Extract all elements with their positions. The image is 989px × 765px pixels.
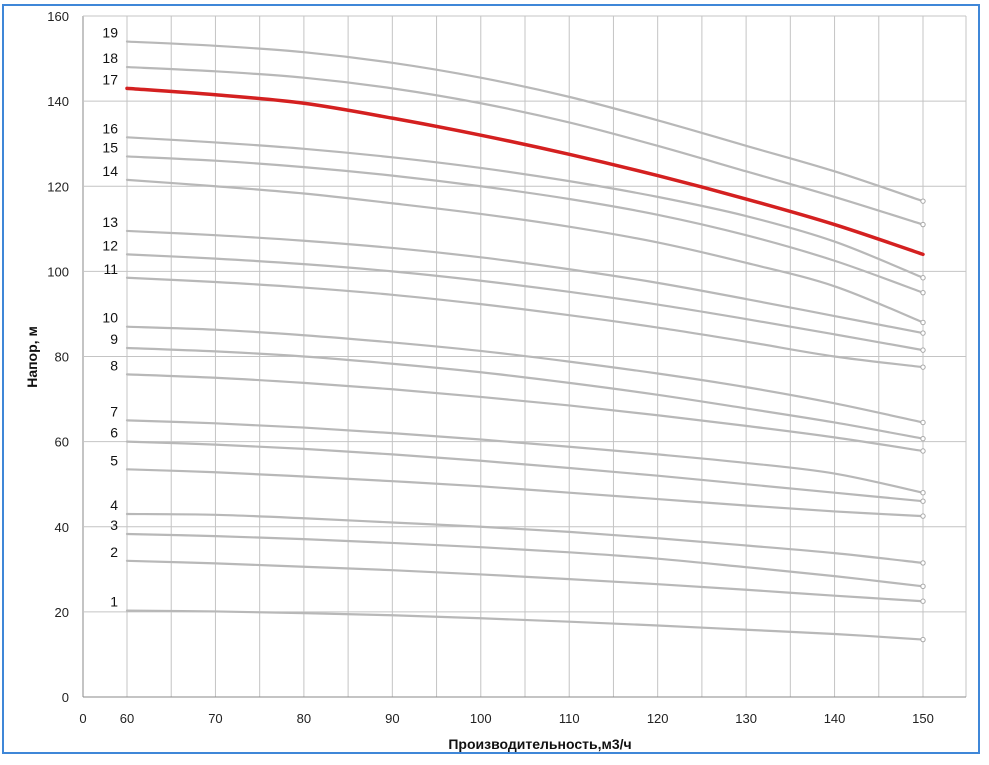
- curve-number-label: 1: [110, 594, 118, 610]
- y-tick-label: 120: [47, 179, 69, 194]
- curve-end-point: [920, 319, 926, 326]
- curve-line: [125, 325, 925, 424]
- curves: [125, 40, 926, 643]
- curve-number-label: 19: [102, 25, 118, 41]
- curve-number-label: 10: [102, 310, 118, 326]
- y-tick-label: 80: [55, 350, 69, 365]
- curve-line: [125, 512, 925, 565]
- x-tick-label: 60: [120, 711, 134, 726]
- curve-number-label: 4: [110, 497, 118, 513]
- curve-end-point: [920, 498, 926, 504]
- curve-17-highlighted: [125, 86, 925, 257]
- y-tick-label: 20: [55, 605, 69, 620]
- curve-number-label: 9: [110, 331, 118, 347]
- x-tick-label: 150: [912, 711, 934, 726]
- curve-number-label: 17: [102, 71, 118, 87]
- chart-frame: [2, 4, 980, 754]
- curve-line: [125, 609, 925, 641]
- y-tick-label: 0: [62, 690, 69, 705]
- curve-number-label: 12: [102, 237, 118, 253]
- curve-number-label: 14: [102, 163, 118, 179]
- curve-number-label: 8: [110, 357, 118, 373]
- curve-line: [125, 136, 925, 279]
- x-tick-label: 110: [559, 711, 580, 726]
- curve-line: [125, 276, 925, 369]
- x-tick-label: 70: [208, 711, 222, 726]
- curve-end-point: [920, 513, 926, 519]
- curve-end-point: [920, 636, 926, 643]
- curve-line: [125, 155, 925, 294]
- curve-line: [125, 440, 925, 503]
- curve-number-label: 18: [102, 50, 118, 66]
- curve-number-label: 3: [110, 517, 118, 533]
- curve-number-label: 5: [110, 452, 118, 468]
- x-tick-label: 90: [385, 711, 399, 726]
- curve-end-point: [920, 419, 926, 426]
- y-tick-label: 60: [55, 435, 69, 450]
- x-axis-title: Производительность,м3/ч: [448, 736, 631, 752]
- curve-number-label: 16: [102, 120, 118, 136]
- curve-line: [125, 559, 925, 603]
- curve-number-label: 2: [110, 544, 118, 560]
- curve-number-label: 15: [102, 139, 118, 155]
- curve-end-point: [920, 275, 926, 281]
- x-tick-label: 130: [735, 711, 757, 726]
- curve-number-label: 13: [102, 214, 118, 230]
- curve-line: [125, 419, 925, 494]
- curve-line: [125, 229, 925, 335]
- curve-line: [125, 346, 925, 440]
- grid: [82, 15, 967, 698]
- curve-number-label: 7: [110, 403, 118, 419]
- y-tick-label: 160: [47, 9, 69, 24]
- curve-end-point: [920, 289, 926, 296]
- curve-end-point: [920, 560, 926, 566]
- curve-line: [125, 373, 925, 453]
- curve-end-point: [920, 198, 926, 204]
- y-axis-title: Напор, м: [24, 326, 40, 388]
- curve-end-point: [920, 490, 926, 496]
- curve-line: [125, 253, 925, 352]
- curve-end-point: [920, 448, 926, 454]
- curve-end-point: [920, 364, 926, 370]
- curve-end-point: [920, 221, 926, 228]
- tick-labels: 0 60 70 80 90 100 110 120 130 140 1500204060801001…: [47, 9, 934, 726]
- y-tick-label: 40: [55, 520, 69, 535]
- x-tick-label: 140: [824, 711, 846, 726]
- x-tick-label: 80: [297, 711, 311, 726]
- y-tick-label: 100: [47, 264, 69, 279]
- curve-line: [125, 178, 925, 324]
- y-tick-label: 140: [47, 94, 69, 109]
- x-tick-label: 120: [647, 711, 669, 726]
- curve-number-label: 11: [103, 261, 118, 277]
- x-tick-label: 0: [79, 711, 86, 726]
- curve-line: [125, 532, 925, 588]
- curve-line: [125, 468, 925, 518]
- curve-line: [125, 65, 925, 226]
- curve-number-label: 6: [110, 425, 118, 441]
- curve-end-point: [920, 598, 926, 604]
- curve-end-point: [920, 435, 926, 442]
- curve-end-point: [920, 583, 926, 590]
- curve-end-point: [920, 330, 926, 336]
- curve-end-point: [920, 347, 926, 353]
- x-tick-label: 100: [470, 711, 492, 726]
- curve-line: [125, 40, 925, 203]
